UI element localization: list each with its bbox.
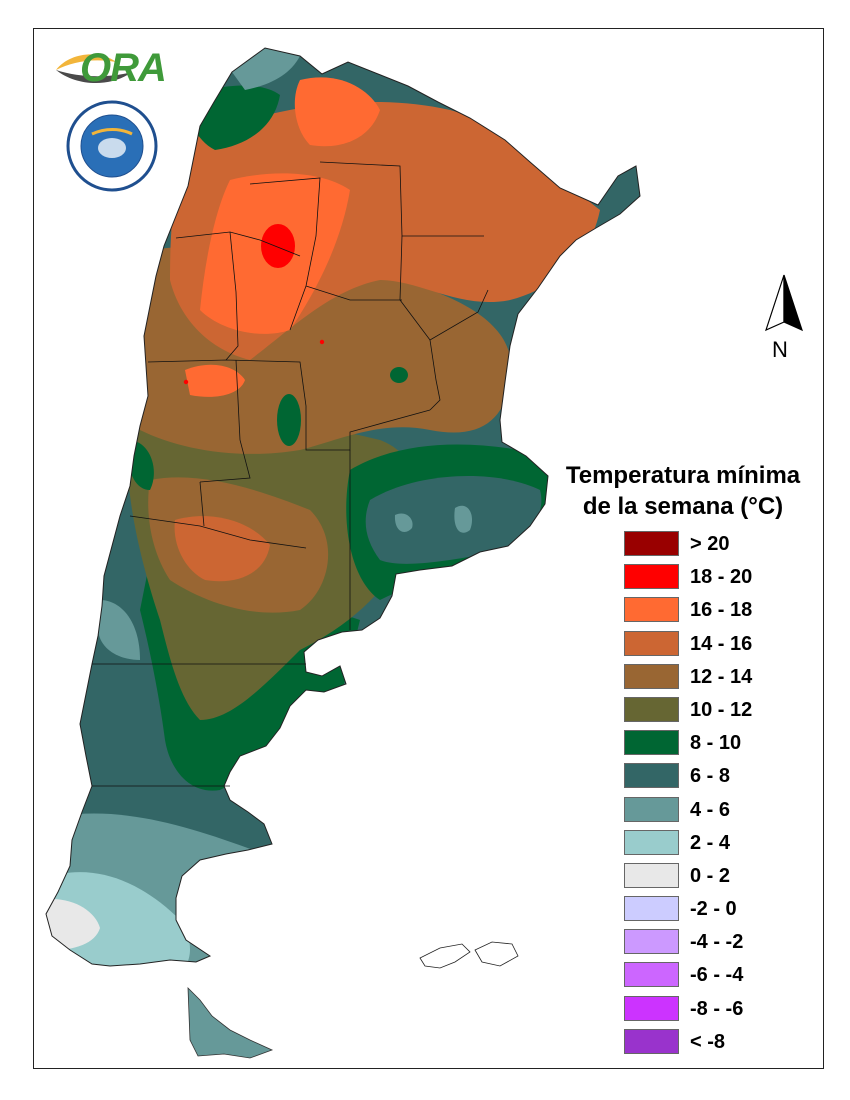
zone-4-6-spot-a bbox=[394, 513, 413, 532]
province-borders bbox=[92, 161, 489, 787]
legend-swatch bbox=[624, 1028, 679, 1054]
legend-swatch bbox=[624, 829, 679, 855]
legend-title: Temperatura mínima de la semana (°C) bbox=[548, 460, 818, 522]
legend-swatch bbox=[624, 896, 679, 922]
legend-swatch bbox=[624, 763, 679, 789]
legend-label: < -8 bbox=[690, 1030, 726, 1053]
legend-label: 8 - 10 bbox=[690, 732, 742, 755]
legend-swatch bbox=[624, 663, 679, 689]
zone-18-20-spot bbox=[183, 379, 189, 385]
zone-6-8-coast bbox=[365, 476, 542, 564]
north-arrow-icon bbox=[765, 274, 803, 332]
legend-label: -8 - -6 bbox=[690, 997, 744, 1020]
north-label: N bbox=[772, 337, 788, 362]
ora-logo bbox=[56, 54, 132, 84]
zone-0-2-south bbox=[46, 899, 100, 951]
legend-swatch bbox=[624, 796, 679, 822]
ora-logo-text: ORA bbox=[80, 46, 167, 90]
zone-4-6-andes bbox=[98, 600, 140, 660]
legend-label: 2 - 4 bbox=[690, 831, 731, 854]
legend-swatch bbox=[624, 730, 679, 756]
legend-label: -6 - -4 bbox=[690, 964, 744, 987]
zone-8-10-spot-center bbox=[277, 394, 301, 446]
legend-swatch bbox=[624, 531, 679, 556]
legend-label: 4 - 6 bbox=[690, 798, 731, 821]
legend-label: -4 - -2 bbox=[690, 931, 744, 954]
zone-4-6-spot-b bbox=[454, 505, 473, 533]
legend-label: 18 - 20 bbox=[690, 566, 753, 589]
zone-14-16-south bbox=[174, 516, 270, 582]
zone-16-18-central bbox=[185, 364, 245, 397]
legend-label: 12 - 14 bbox=[690, 665, 753, 688]
zone-16-18-northwest bbox=[294, 77, 380, 147]
zone-16-18-spot bbox=[319, 339, 325, 345]
zone-4-6-northwest bbox=[232, 48, 300, 90]
legend-label: 14 - 16 bbox=[690, 632, 753, 655]
zone-8-10-spot-east bbox=[390, 367, 408, 383]
legend-swatch bbox=[624, 696, 679, 722]
legend-swatch bbox=[624, 995, 679, 1021]
legend-swatch bbox=[624, 564, 679, 590]
legend-title-line-1: Temperatura mínima bbox=[565, 462, 801, 489]
legend-label: > 20 bbox=[690, 533, 730, 555]
zone-18-20 bbox=[261, 224, 295, 268]
legend-label: 10 - 12 bbox=[690, 698, 753, 721]
legend-label: 16 - 18 bbox=[690, 599, 753, 622]
legend-label: 6 - 8 bbox=[690, 765, 731, 788]
smn-seal-logo bbox=[66, 100, 158, 192]
legend-swatch bbox=[624, 630, 679, 656]
legend-label: 0 - 2 bbox=[690, 864, 731, 887]
legend-swatch bbox=[624, 962, 679, 988]
legend-title-line-2: de la semana (°C) bbox=[582, 493, 784, 520]
legend-swatch bbox=[624, 597, 679, 623]
malvinas-islands bbox=[419, 941, 519, 969]
legend-swatch bbox=[624, 862, 679, 888]
tierra-del-fuego bbox=[187, 986, 274, 1059]
legend-swatch bbox=[624, 929, 679, 955]
legend-label: -2 - 0 bbox=[690, 898, 737, 921]
